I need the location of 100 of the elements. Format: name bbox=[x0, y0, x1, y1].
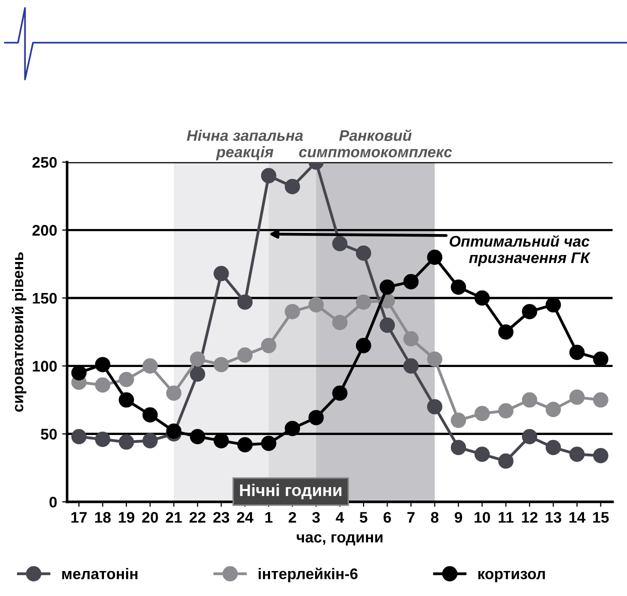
point bbox=[403, 331, 419, 346]
y-tick-label: 200 bbox=[32, 224, 57, 236]
x-tick-label: 1 bbox=[265, 512, 273, 523]
point bbox=[71, 365, 87, 380]
point bbox=[166, 424, 182, 439]
x-tick-label: 21 bbox=[166, 512, 182, 523]
point bbox=[356, 246, 372, 261]
y-tick-label: 250 bbox=[32, 156, 57, 168]
point bbox=[237, 437, 253, 452]
annotation: Оптимальний час призначення ГК bbox=[450, 235, 591, 266]
x-tick-label: 24 bbox=[237, 512, 254, 523]
point bbox=[214, 266, 229, 282]
point bbox=[474, 446, 490, 462]
point bbox=[261, 338, 276, 354]
point bbox=[403, 358, 419, 374]
x-tick-label: 18 bbox=[95, 512, 111, 523]
point bbox=[308, 297, 324, 312]
x-tick-label: 13 bbox=[546, 512, 562, 523]
y-tick-label: 0 bbox=[49, 496, 57, 508]
x-tick-label: 11 bbox=[498, 512, 514, 523]
point bbox=[593, 352, 608, 367]
point bbox=[142, 358, 158, 374]
point bbox=[380, 279, 395, 295]
point bbox=[142, 407, 158, 423]
point bbox=[427, 250, 442, 265]
legend-label: мелатонін bbox=[62, 568, 138, 580]
x-tick-label: 6 bbox=[384, 512, 391, 523]
point bbox=[332, 236, 348, 252]
legend-label: інтерлейкін-6 bbox=[258, 568, 358, 582]
point bbox=[95, 377, 110, 393]
point bbox=[569, 446, 585, 462]
point bbox=[569, 344, 585, 360]
x-tick-label: 8 bbox=[430, 512, 438, 523]
point bbox=[498, 403, 514, 418]
point bbox=[332, 385, 348, 401]
point bbox=[284, 304, 300, 320]
x-tick-label: 5 bbox=[360, 512, 368, 523]
x-tick-label: 22 bbox=[190, 512, 206, 523]
point bbox=[284, 420, 300, 436]
x-tick-label: 3 bbox=[312, 512, 320, 523]
point bbox=[190, 352, 206, 367]
point bbox=[569, 390, 585, 405]
point bbox=[522, 392, 538, 408]
point bbox=[522, 428, 538, 444]
point bbox=[450, 412, 466, 428]
point bbox=[522, 304, 538, 320]
point bbox=[403, 274, 419, 290]
x-axis-title: час, години bbox=[296, 534, 382, 546]
point bbox=[427, 399, 442, 414]
point bbox=[95, 356, 110, 372]
x-tick-label: 23 bbox=[213, 512, 230, 523]
point bbox=[166, 385, 182, 401]
x-tick-label: 12 bbox=[522, 512, 538, 523]
point bbox=[118, 372, 134, 388]
x-tick-label: 2 bbox=[288, 512, 296, 523]
point bbox=[546, 297, 561, 312]
point bbox=[474, 406, 490, 422]
point bbox=[261, 168, 276, 184]
x-tick-label: 4 bbox=[336, 512, 344, 523]
point bbox=[71, 428, 87, 444]
point bbox=[356, 294, 372, 310]
point bbox=[118, 434, 134, 450]
x-tick-label: 9 bbox=[454, 512, 462, 523]
y-tick-label: 50 bbox=[40, 428, 57, 440]
point bbox=[142, 433, 158, 448]
point bbox=[214, 356, 229, 372]
point bbox=[308, 410, 324, 426]
y-tick-label: 100 bbox=[32, 360, 57, 372]
y-axis-title: сироватковий рівень bbox=[12, 252, 26, 412]
x-tick-label: 7 bbox=[407, 512, 415, 523]
point bbox=[237, 347, 253, 363]
point bbox=[237, 294, 253, 310]
point bbox=[593, 448, 608, 464]
point bbox=[427, 352, 442, 367]
x-tick-label: 10 bbox=[474, 512, 490, 523]
point bbox=[214, 433, 229, 448]
point bbox=[474, 290, 490, 306]
x-tick-label: 14 bbox=[569, 512, 586, 523]
x-tick-label: 19 bbox=[118, 512, 134, 523]
point bbox=[593, 392, 608, 408]
point bbox=[450, 279, 466, 295]
annotation: Нічні години bbox=[240, 484, 342, 500]
point bbox=[546, 402, 561, 418]
point bbox=[450, 440, 466, 456]
point bbox=[261, 436, 276, 452]
x-tick-label: 20 bbox=[142, 512, 158, 523]
point bbox=[190, 366, 206, 382]
point bbox=[356, 338, 372, 354]
point bbox=[546, 440, 561, 456]
point bbox=[284, 178, 300, 194]
y-tick-label: 150 bbox=[32, 292, 57, 304]
point bbox=[332, 314, 348, 330]
point bbox=[190, 428, 206, 444]
legend-label: кортизол bbox=[478, 570, 545, 582]
x-tick-label: 15 bbox=[593, 512, 609, 523]
x-tick-label: 17 bbox=[71, 512, 87, 523]
point bbox=[380, 318, 395, 333]
point bbox=[498, 324, 514, 340]
point bbox=[498, 453, 514, 469]
point bbox=[95, 432, 110, 447]
